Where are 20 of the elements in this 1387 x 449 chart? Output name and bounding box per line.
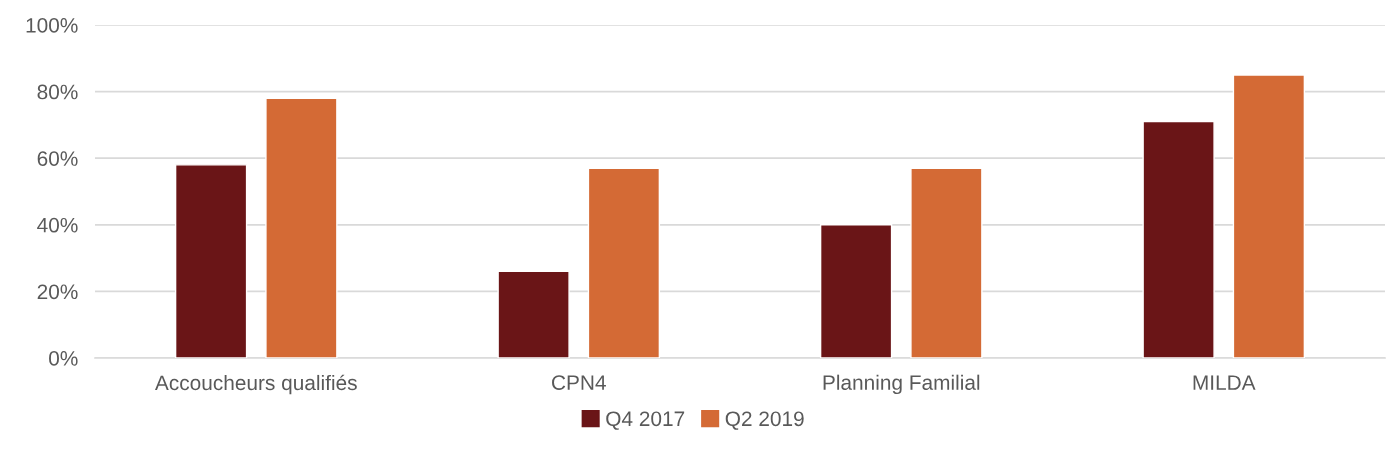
x-tick-label: MILDA <box>1193 375 1256 390</box>
x-tick-label: Accoucheurs qualifiés <box>154 374 357 395</box>
y-tick-label: 20% <box>37 284 78 300</box>
bar <box>497 270 570 358</box>
bar <box>174 164 248 358</box>
y-tick-label: 100% <box>26 18 78 33</box>
y-tick-label: 40% <box>37 217 78 233</box>
bar <box>1232 74 1306 358</box>
x-tick-label: CPN4 <box>552 375 606 390</box>
y-tick-label: 80% <box>37 84 78 100</box>
x-tick-label: Planning Familial <box>823 374 980 395</box>
bar <box>819 224 893 358</box>
legend-label: Q4 2017 <box>606 411 685 430</box>
bar <box>265 97 338 358</box>
bar <box>587 167 661 358</box>
bar <box>910 167 983 358</box>
y-tick-label: 60% <box>37 151 78 166</box>
bar <box>1142 120 1215 358</box>
legend-label: Q2 2019 <box>725 411 804 430</box>
y-tick-label: 0% <box>49 351 78 366</box>
